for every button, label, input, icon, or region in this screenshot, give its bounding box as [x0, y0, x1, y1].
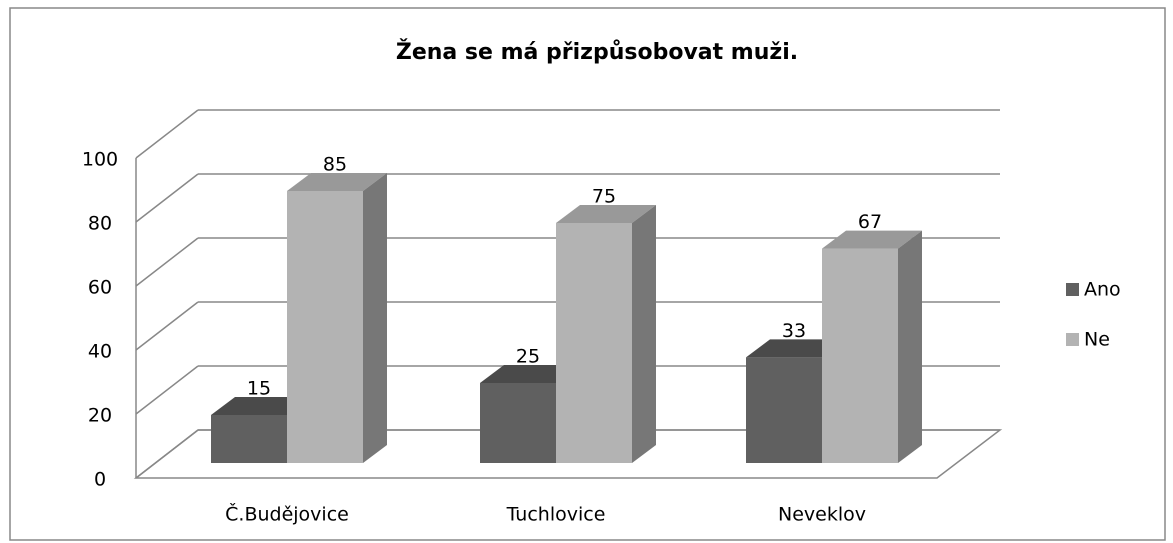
bar-top	[822, 230, 922, 249]
data-label: 75	[592, 186, 616, 208]
y-tick-label: 80	[88, 213, 112, 235]
bar	[556, 223, 632, 463]
bar	[211, 415, 287, 463]
bar	[822, 248, 898, 463]
bar-side	[898, 230, 922, 463]
legend-label: Ano	[1084, 279, 1121, 301]
bar-top	[211, 397, 311, 415]
grid-line	[135, 365, 199, 415]
bar-side	[363, 173, 387, 463]
legend-swatch	[1066, 333, 1079, 346]
y-tick-label: 20	[88, 405, 112, 427]
data-label: 67	[858, 211, 882, 233]
y-tick-label: 60	[88, 277, 112, 299]
x-tick-label: Tuchlovice	[506, 504, 606, 526]
bar	[480, 383, 556, 463]
bar-top	[746, 339, 846, 358]
bar-top	[556, 205, 656, 223]
grid-line	[135, 173, 199, 223]
grid-line	[135, 109, 199, 159]
y-tick-label: 0	[94, 469, 106, 491]
bar-top	[287, 173, 387, 191]
grid-line	[135, 237, 199, 287]
grid-line	[135, 301, 199, 351]
legend-label: Ne	[1084, 329, 1110, 351]
bar-side	[632, 205, 656, 463]
legend-swatch	[1066, 283, 1079, 296]
grid-line	[135, 429, 199, 479]
chart-title: Žena se má přizpůsobovat muži.	[396, 39, 798, 65]
x-tick-label: Neveklov	[778, 504, 866, 526]
bar	[746, 357, 822, 463]
bar-top	[480, 365, 580, 383]
data-label: 33	[782, 320, 806, 342]
y-tick-label: 100	[82, 149, 118, 171]
bar	[287, 191, 363, 463]
data-label: 15	[247, 378, 271, 400]
x-tick-label: Č.Budějovice	[225, 502, 349, 526]
data-label: 25	[516, 346, 540, 368]
data-label: 85	[323, 154, 347, 176]
y-tick-label: 40	[88, 341, 112, 363]
